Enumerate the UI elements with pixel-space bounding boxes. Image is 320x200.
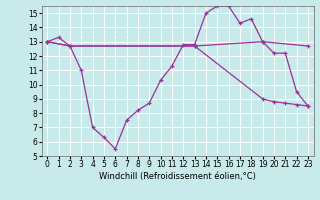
X-axis label: Windchill (Refroidissement éolien,°C): Windchill (Refroidissement éolien,°C) [99, 172, 256, 181]
